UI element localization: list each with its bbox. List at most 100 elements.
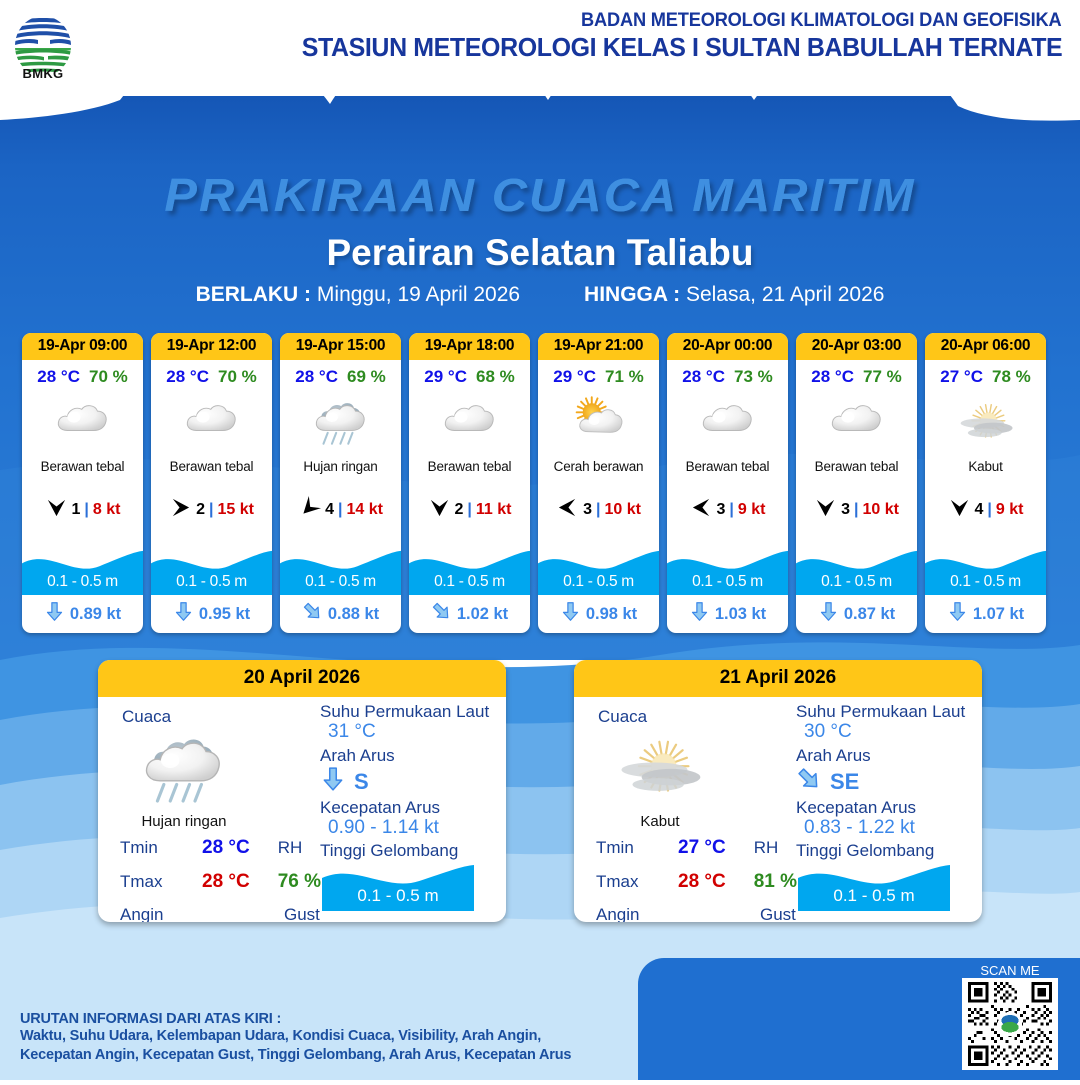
humidity: 68 %: [475, 367, 515, 386]
daily-sea-metrics: Suhu Permukaan Laut 31 °C Arah Arus S Ke…: [320, 703, 505, 912]
wave-height-band: 0.1 - 0.5 m: [151, 547, 272, 595]
air-temperature: 28 °C: [295, 367, 338, 386]
qr-code[interactable]: [962, 978, 1058, 1070]
daily-condition: Kabut: [640, 813, 680, 830]
current-down-icon: [689, 601, 710, 627]
legend: URUTAN INFORMASI DARI ATAS KIRI : Waktu,…: [20, 1011, 571, 1066]
air-temperature: 27 °C: [940, 367, 983, 386]
page-header: BMKG BADAN METEOROLOGI KLIMATOLOGI DAN G…: [0, 0, 1080, 96]
separator: |: [84, 501, 89, 518]
kecepatan-arus-value: 0.90 - 1.14 kt: [328, 816, 439, 838]
daily-wave-value: 0.1 - 0.5 m: [357, 886, 439, 906]
tmin-label: Tmin: [596, 838, 634, 857]
wind-row: 4 | 9 kt: [925, 496, 1046, 524]
page-title: PRAKIRAAN CUACA MARITIM: [0, 168, 1080, 222]
separator: |: [208, 501, 214, 518]
air-temperature: 28 °C: [682, 367, 725, 386]
arah-arus-value: SE: [830, 768, 860, 794]
separator: |: [729, 501, 734, 518]
weather-condition: Berawan tebal: [814, 459, 899, 474]
arah-arus-value: S: [354, 768, 369, 794]
current-row: 1.07 kt: [925, 601, 1046, 627]
wave-height-band: 0.1 - 0.5 m: [925, 547, 1046, 595]
current-down-right-icon: [302, 601, 323, 627]
arrow-left-icon: [690, 496, 713, 524]
separator: |: [853, 501, 859, 518]
visibility: 1: [71, 501, 81, 518]
current-speed: 1.03 kt: [714, 604, 767, 623]
valid-from-value: Minggu, 19 April 2026: [316, 283, 521, 306]
wave-height-band: 0.1 - 0.5 m: [796, 547, 917, 595]
current-speed: 1.02 kt: [456, 604, 509, 623]
arrow-down-icon: [45, 496, 68, 524]
valid-until: HINGGA : Selasa, 21 April 2026: [584, 283, 884, 307]
visibility: 2: [196, 501, 205, 518]
separator: |: [337, 501, 343, 518]
hourly-forecast-card: 20-Apr 06:00 27 °C 78 %: [925, 333, 1046, 633]
hourly-forecast-card: 19-Apr 18:00 29 °C 68 % Berawan tebal: [409, 333, 530, 633]
rh-value: 76 %: [277, 871, 322, 892]
tmin-row: Tmin 27 °C RH: [596, 837, 826, 871]
wind-row: 3 | 10 kt: [538, 496, 659, 524]
daily-wave-band: 0.1 - 0.5 m: [798, 861, 950, 912]
air-temperature: 28 °C: [811, 367, 854, 386]
daily-wave-value: 0.1 - 0.5 m: [833, 886, 915, 906]
humidity: 69 %: [346, 367, 386, 386]
sst-label: Suhu Permukaan Laut: [796, 702, 966, 721]
wave-height: 0.1 - 0.5 m: [692, 573, 763, 590]
arah-arus-label: Arah Arus: [320, 745, 395, 765]
wave-height-band: 0.1 - 0.5 m: [22, 547, 143, 595]
wind-speed: 9 kt: [995, 501, 1024, 518]
wave-height: 0.1 - 0.5 m: [821, 573, 892, 590]
bmkg-logo: [15, 16, 71, 76]
tmin-value: 27 °C: [678, 837, 726, 858]
fog-icon: [925, 391, 1046, 453]
daily-wave-band: 0.1 - 0.5 m: [322, 861, 474, 912]
separator: |: [987, 501, 992, 518]
current-speed: 0.98 kt: [585, 604, 638, 623]
visibility: 3: [716, 501, 726, 518]
legend-line-1: Waktu, Suhu Udara, Kelembapan Udara, Kon…: [20, 1027, 542, 1044]
current-down-icon: [44, 601, 65, 627]
wave-height: 0.1 - 0.5 m: [434, 573, 505, 590]
humidity: 73 %: [733, 367, 773, 386]
air-temperature: 28 °C: [37, 367, 80, 386]
current-speed: 0.95 kt: [198, 604, 251, 623]
forecast-time: 19-Apr 09:00: [22, 333, 143, 360]
cloud-heavy-icon: [667, 391, 788, 453]
gust-label: Gust: [760, 905, 796, 922]
fog-icon: [600, 727, 720, 809]
wave-height: 0.1 - 0.5 m: [563, 573, 634, 590]
forecast-time: 19-Apr 18:00: [409, 333, 530, 360]
cloud-heavy-icon: [151, 391, 272, 453]
tmax-label: Tmax: [596, 872, 639, 891]
valid-until-value: Selasa, 21 April 2026: [685, 283, 885, 306]
temp-humidity-row: 28 °C 70 %: [22, 360, 143, 387]
wave-height-band: 0.1 - 0.5 m: [538, 547, 659, 595]
weather-condition: Berawan tebal: [427, 459, 512, 474]
wind-row: 3 | 9 kt: [667, 496, 788, 524]
tmax-value: 28 °C: [202, 871, 250, 892]
valid-until-label: HINGGA :: [584, 283, 681, 306]
current-down-right-icon: [431, 601, 452, 627]
humidity: 71 %: [604, 367, 644, 386]
current-down-right-icon: [796, 766, 822, 797]
tmax-row: Tmax 28 °C 81 %: [596, 871, 826, 905]
wind-speed: 10 kt: [604, 501, 641, 518]
wind-speed: 14 kt: [346, 501, 383, 518]
separator: |: [467, 501, 472, 518]
valid-from-label: BERLAKU :: [195, 283, 312, 306]
visibility: 4: [325, 501, 334, 518]
bmkg-logo-text: BMKG: [22, 66, 64, 81]
forecast-time: 20-Apr 03:00: [796, 333, 917, 360]
air-temperature: 29 °C: [424, 367, 467, 386]
sst-value: 30 °C: [804, 720, 852, 742]
wind-row: 2 | 15 kt: [151, 496, 272, 524]
cuaca-label: Cuaca: [122, 707, 172, 726]
arrow-down-left-icon: [298, 495, 322, 524]
current-down-icon: [947, 601, 968, 627]
hourly-forecast-card: 19-Apr 12:00 28 °C 70 % Berawan tebal: [151, 333, 272, 633]
daily-forecast-card: 20 April 2026 Cuaca: [98, 660, 506, 922]
angin-label-row: Angin Gust: [596, 905, 826, 922]
temp-humidity-row: 28 °C 77 %: [796, 360, 917, 387]
